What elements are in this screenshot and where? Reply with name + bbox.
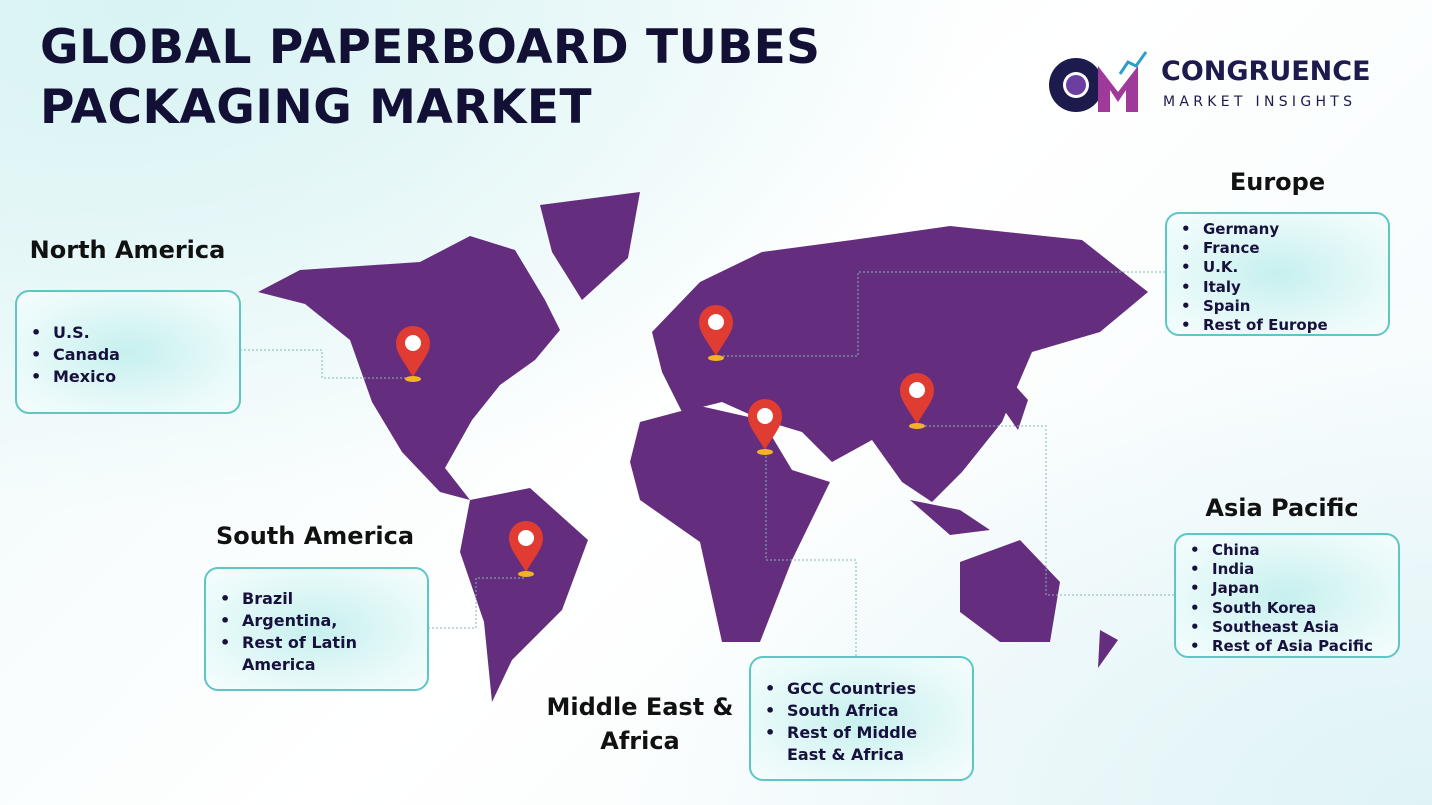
country-item: Rest of Asia Pacific (1190, 637, 1398, 656)
country-list: GCC CountriesSouth AfricaRest of Middle … (765, 678, 960, 766)
country-item: France (1181, 239, 1388, 258)
country-list: ChinaIndiaJapanSouth KoreaSoutheast Asia… (1190, 541, 1398, 656)
country-list: GermanyFranceU.K.ItalySpainRest of Europ… (1181, 220, 1388, 335)
country-item: Southeast Asia (1190, 618, 1398, 637)
region-name: Europe (1229, 168, 1326, 196)
region-name: North America (29, 236, 226, 264)
region-name: Asia Pacific (1205, 494, 1359, 522)
logo-name: CONGRUENCE (1161, 56, 1371, 87)
country-item: Canada (31, 344, 239, 366)
country-item: Rest of Europe (1181, 316, 1388, 335)
country-item: Mexico (31, 366, 239, 388)
title: GLOBAL PAPERBOARD TUBES PACKAGING MARKET (40, 18, 821, 138)
pins (396, 305, 934, 577)
country-item: U.S. (31, 322, 239, 344)
country-item: South Africa (765, 700, 960, 722)
country-item: U.K. (1181, 258, 1388, 277)
country-item: Japan (1190, 579, 1398, 598)
region-box: GCC CountriesSouth AfricaRest of Middle … (749, 656, 974, 781)
country-item: Spain (1181, 297, 1388, 316)
connectors (240, 271, 1174, 656)
logo: CONGRUENCE MARKET INSIGHTS (1046, 48, 1406, 118)
country-item: GCC Countries (765, 678, 960, 700)
country-list: BrazilArgentina,Rest of Latin America (220, 588, 407, 676)
country-item: India (1190, 560, 1398, 579)
title-line: GLOBAL PAPERBOARD TUBES (40, 20, 821, 75)
country-item: Rest of Middle East & Africa (765, 722, 960, 766)
title-line: PACKAGING MARKET (40, 80, 593, 135)
region-name: South America (215, 522, 415, 550)
continents (258, 192, 1148, 702)
country-item: Argentina, (220, 610, 407, 632)
country-item: Germany (1181, 220, 1388, 239)
logo-tagline: MARKET INSIGHTS (1163, 94, 1357, 110)
country-item: China (1190, 541, 1398, 560)
country-item: Brazil (220, 588, 407, 610)
region-box: ChinaIndiaJapanSouth KoreaSoutheast Asia… (1174, 533, 1400, 658)
country-list: U.S.CanadaMexico (31, 322, 239, 388)
logo-mark (1049, 51, 1148, 112)
region-name: Middle East & Africa (546, 693, 734, 755)
region-box: GermanyFranceU.K.ItalySpainRest of Europ… (1165, 212, 1390, 336)
region-box: BrazilArgentina,Rest of Latin America (204, 567, 429, 691)
region-box: U.S.CanadaMexico (15, 290, 241, 414)
country-item: Italy (1181, 278, 1388, 297)
country-item: Rest of Latin America (220, 632, 407, 676)
country-item: South Korea (1190, 599, 1398, 618)
